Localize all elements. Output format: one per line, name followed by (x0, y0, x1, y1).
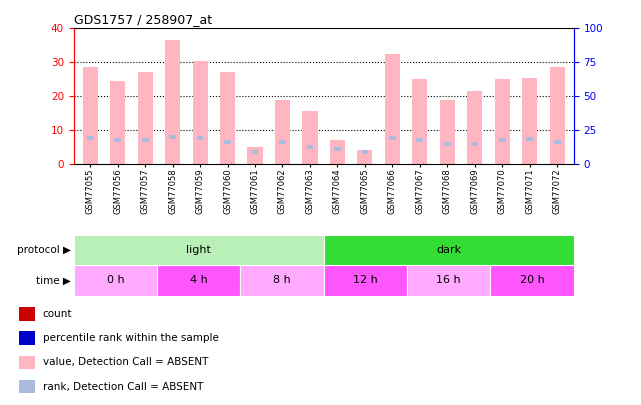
Bar (169, 135, 176, 139)
Text: value, Detection Call = ABSENT: value, Detection Call = ABSENT (42, 358, 208, 367)
Bar (324, 265, 407, 296)
Bar (19, 380, 35, 394)
Text: 8 h: 8 h (273, 275, 291, 286)
Bar (157, 265, 240, 296)
Bar (330, 140, 345, 164)
Bar (220, 72, 235, 164)
Bar (19, 356, 35, 369)
Text: rank, Detection Call = ABSENT: rank, Detection Call = ABSENT (42, 382, 203, 392)
Text: count: count (42, 309, 72, 319)
Bar (389, 136, 395, 140)
Bar (324, 235, 574, 265)
Bar (192, 61, 208, 164)
Bar (303, 111, 317, 164)
Bar (467, 91, 482, 164)
Bar (275, 100, 290, 164)
Bar (495, 79, 510, 164)
Text: 0 h: 0 h (106, 275, 124, 286)
Bar (471, 142, 478, 146)
Bar (240, 265, 324, 296)
Bar (252, 150, 258, 154)
Text: light: light (187, 245, 211, 255)
Bar (499, 138, 506, 142)
Bar (110, 81, 125, 164)
Text: percentile rank within the sample: percentile rank within the sample (42, 333, 219, 343)
Text: 4 h: 4 h (190, 275, 208, 286)
Bar (87, 136, 94, 140)
Bar (224, 140, 231, 144)
Bar (526, 137, 533, 141)
Bar (444, 142, 451, 146)
Bar (358, 151, 372, 164)
Bar (74, 235, 324, 265)
Text: 20 h: 20 h (520, 275, 544, 286)
Bar (550, 67, 565, 164)
Bar (138, 72, 153, 164)
Bar (490, 265, 574, 296)
Bar (19, 307, 35, 321)
Bar (412, 79, 428, 164)
Bar (385, 54, 400, 164)
Bar (142, 138, 149, 142)
Bar (165, 40, 180, 164)
Text: GDS1757 / 258907_at: GDS1757 / 258907_at (74, 13, 212, 26)
Text: 12 h: 12 h (353, 275, 378, 286)
Bar (554, 140, 561, 144)
Text: protocol ▶: protocol ▶ (17, 245, 71, 255)
Bar (362, 150, 369, 154)
Bar (417, 138, 423, 142)
Bar (279, 140, 286, 144)
Bar (306, 145, 313, 149)
Bar (522, 77, 537, 164)
Bar (440, 100, 455, 164)
Text: time ▶: time ▶ (36, 275, 71, 286)
Bar (19, 331, 35, 345)
Bar (197, 136, 203, 140)
Bar (114, 138, 121, 142)
Bar (334, 147, 341, 151)
Bar (83, 67, 98, 164)
Text: 16 h: 16 h (437, 275, 461, 286)
Bar (74, 265, 157, 296)
Bar (247, 147, 263, 164)
Text: dark: dark (436, 245, 462, 255)
Bar (407, 265, 490, 296)
